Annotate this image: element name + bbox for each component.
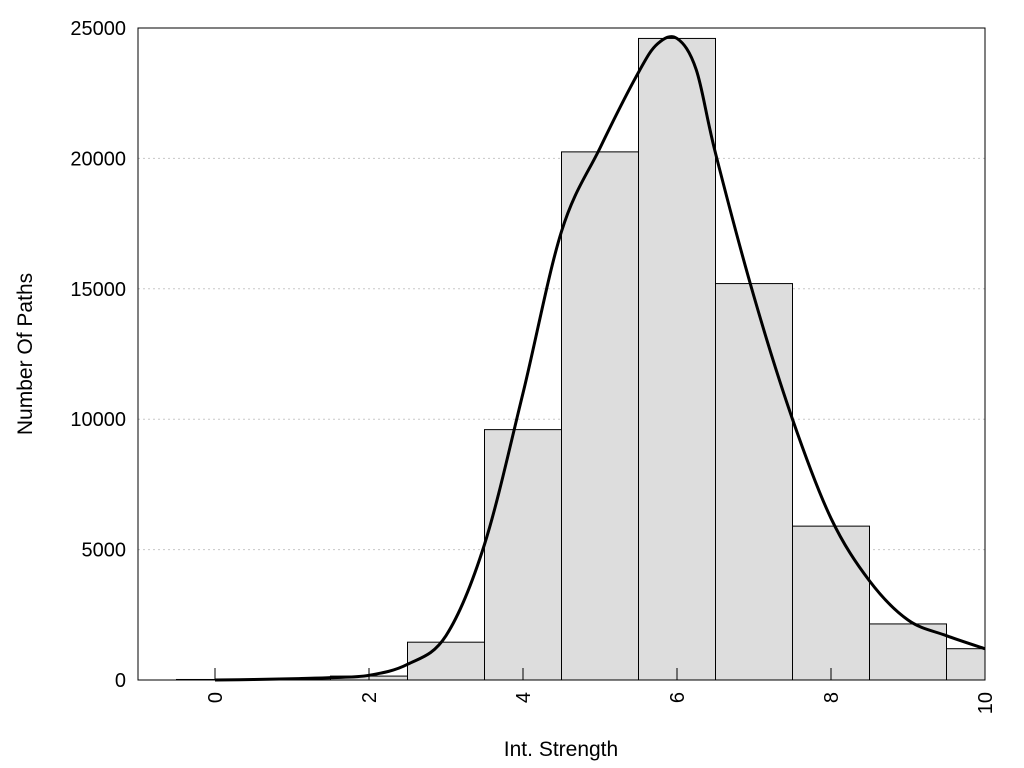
x-tick-label: 8 [821,692,843,703]
x-tick-label: 2 [359,692,381,703]
density-curve-group [214,35,986,682]
histogram-bar [484,429,562,681]
y-tick-label: 0 [115,670,126,692]
histogram-bar [638,37,716,681]
y-tick-label: 20000 [70,148,126,170]
histogram-bar [715,283,793,681]
y-tick-label: 15000 [70,279,126,301]
y-tick-label: 25000 [70,18,126,40]
x-tick-label: 6 [667,692,689,703]
plot-frame [137,27,986,681]
histogram-bar [407,641,485,681]
y-tick-label: 10000 [70,409,126,431]
density-curve [214,35,986,682]
histogram-bar [561,151,639,681]
axis-ticks: 0 5000 10000 15000 20000 25000 0 2 4 6 8 10 [70,18,997,714]
x-tick-label: 4 [513,692,535,703]
y-tick-label: 5000 [82,540,127,562]
y-axis-title: Number Of Paths [14,273,37,435]
histogram-bar [946,648,986,681]
histogram-bars [176,37,986,681]
x-axis-title: Int. Strength [504,738,618,761]
histogram-bar [792,525,870,681]
x-tick-label: 0 [205,692,227,703]
x-tick-label: 10 [975,692,997,714]
